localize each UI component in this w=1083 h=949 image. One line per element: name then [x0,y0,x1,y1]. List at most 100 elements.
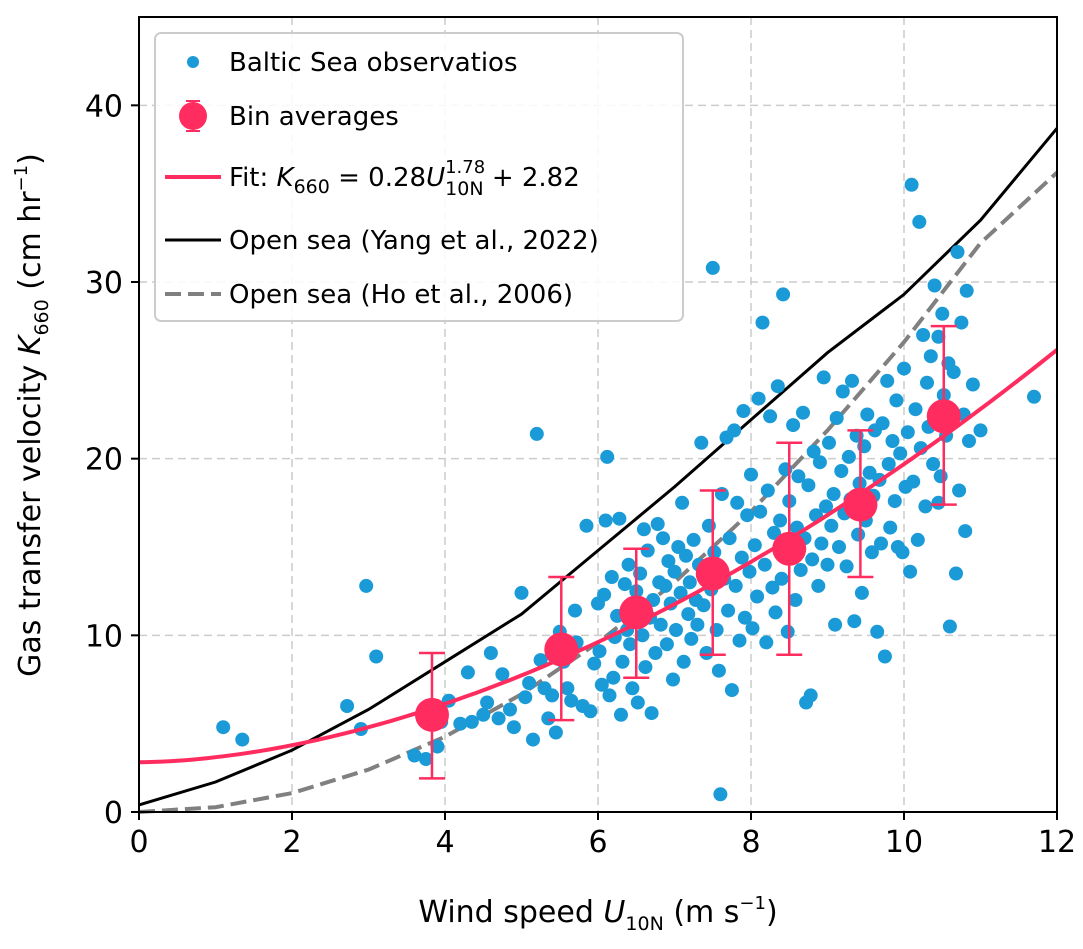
observation-point [816,370,831,385]
observation-point [598,513,613,528]
observation-point [676,654,691,669]
observation-point [935,306,950,321]
observation-point [592,644,607,659]
observation-point [648,646,663,660]
observation-point [661,554,676,569]
legend-yang-label: Open sea (Yang et al., 2022) [229,226,599,256]
observation-point [851,527,866,542]
y-tick-label: 10 [85,619,123,654]
x-tick-label: 0 [129,825,148,860]
x-tick-label: 2 [282,825,301,860]
observation-point [621,557,636,572]
observation-point [587,656,602,671]
observation-point [959,283,974,298]
observation-point [606,670,621,685]
observation-point [713,787,728,802]
observation-point [636,522,651,537]
observation-point [796,405,810,420]
observation-point [483,646,498,660]
observation-point [912,214,927,229]
observation-point [560,681,575,696]
observation-point [653,617,668,632]
observation-point [1027,389,1041,404]
observation-point [834,464,849,478]
observation-point [757,557,772,572]
observation-point [612,511,627,526]
y-axis-label: Gas transfer velocity K660 (cm hr−1) [11,153,53,677]
bin-average-point [414,697,449,732]
bin-average-point [926,399,961,434]
legend-observations-label: Baltic Sea observatios [229,48,518,78]
observation-point [870,624,885,639]
observation-point [623,637,638,652]
observation-point [707,545,722,560]
observation-point [904,177,919,192]
observation-point [887,494,902,509]
legend-bins-label: Bin averages [229,102,399,132]
legend-ho-label: Open sea (Ho et al., 2006) [229,280,573,310]
observation-point [814,536,829,551]
observation-point [597,587,612,602]
observation-point [832,540,846,554]
observation-point [480,695,495,710]
observation-point [656,531,670,546]
observation-point [740,508,755,523]
observation-point [690,617,705,632]
observation-point [464,714,479,729]
observation-point [667,564,682,579]
observation-point [495,667,510,682]
x-axis-label: Wind speed U10N (m s−1) [418,893,777,935]
observation-point [776,287,791,302]
observation-point [952,483,967,498]
observation-point [503,702,517,717]
observation-point [841,449,856,464]
x-tick-label: 8 [741,825,760,860]
observation-point [847,614,862,629]
observation-point [418,752,433,766]
bin-averages-layer [414,324,961,780]
observation-point [839,559,854,574]
observation-point [460,665,475,680]
observation-point [933,469,948,484]
observation-point [669,623,683,637]
observation-point [900,425,915,440]
observation-point [949,566,963,581]
observation-point [770,379,785,394]
observation-point [826,487,841,501]
observation-point [724,683,739,698]
observation-point [889,393,904,408]
observation-point [728,578,743,593]
observation-point [658,578,673,593]
observation-point [946,365,961,380]
y-tick-label: 30 [85,266,123,301]
observation-point [920,375,934,390]
observation-point [755,315,770,330]
observation-point [659,637,674,652]
observation-point [875,416,890,431]
observation-point [854,585,869,600]
observation-point [696,598,711,613]
observation-point [760,483,775,498]
bin-average-point [544,632,579,667]
observation-point [602,688,617,703]
observation-point [614,707,628,722]
observation-point [594,677,609,692]
bin-average-point [619,595,654,630]
observation-point [684,631,699,646]
observation-point [491,711,506,726]
observation-point [727,423,742,438]
observation-point [908,402,923,417]
y-tick-label: 0 [104,796,123,831]
observation-point [812,455,827,470]
observation-point [897,361,911,376]
observation-point [564,693,579,708]
observation-point [522,676,537,690]
observation-point [788,593,803,607]
observation-point [806,444,821,459]
observation-point [763,409,778,424]
legend: Baltic Sea observatios Bin averages Fit:… [154,32,684,322]
observation-point [793,563,808,577]
observation-point [625,681,640,696]
observation-point [600,449,615,464]
observation-point [883,520,898,535]
